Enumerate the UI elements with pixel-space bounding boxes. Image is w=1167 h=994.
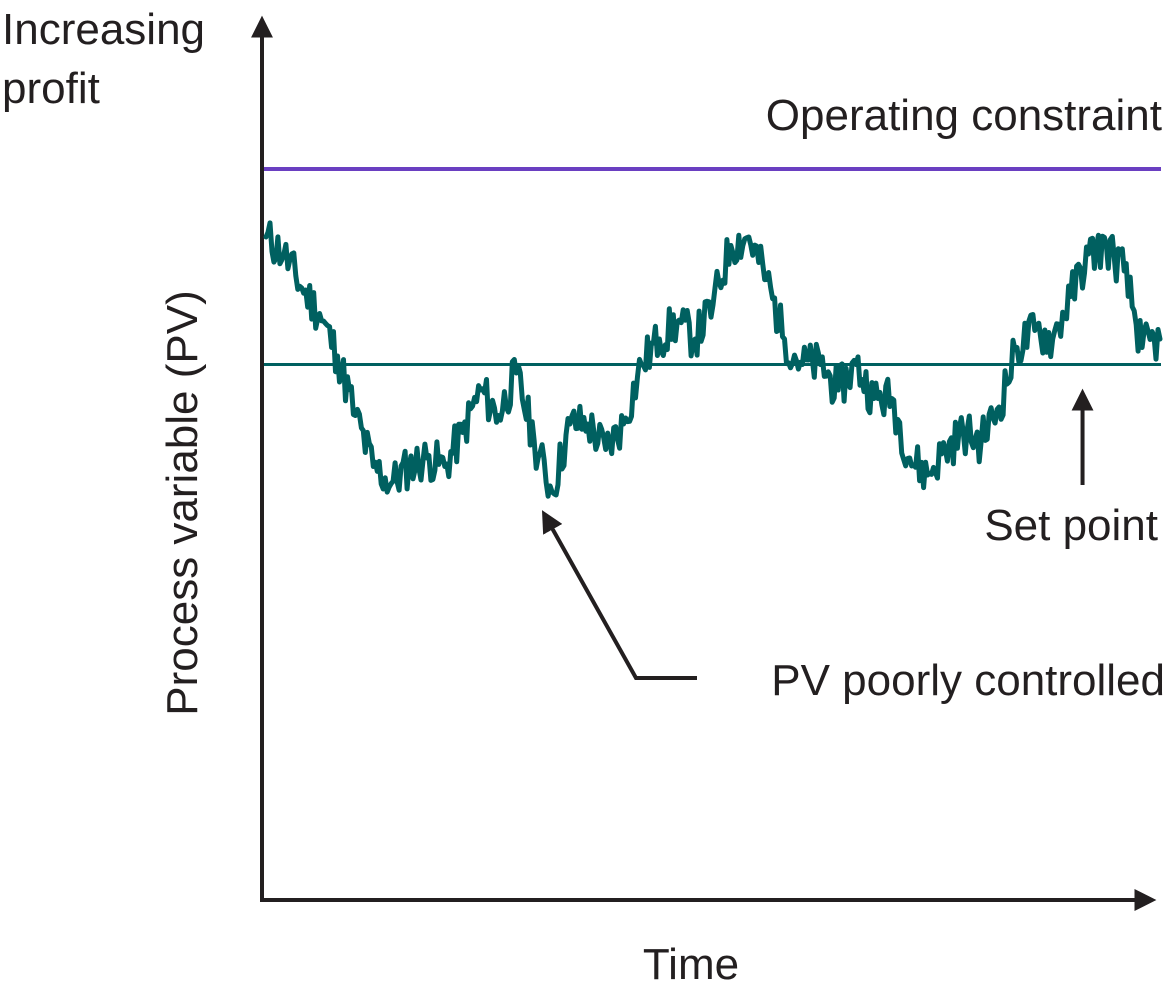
y-direction-label: Increasing profit xyxy=(2,5,217,113)
set-point-label: Set point xyxy=(984,501,1158,550)
y-direction-line-1: Increasing xyxy=(2,5,205,54)
y-axis-label: Process variable (PV) xyxy=(158,290,207,715)
y-direction-line-2: profit xyxy=(2,64,100,113)
pv-poorly-controlled-label: PV poorly controlled xyxy=(771,656,1165,705)
x-axis-label: Time xyxy=(643,940,739,989)
pv-series-line xyxy=(263,220,1163,499)
pv-poorly-controlled-arrow xyxy=(541,510,697,680)
operating-constraint-label: Operating constraint xyxy=(766,91,1162,140)
